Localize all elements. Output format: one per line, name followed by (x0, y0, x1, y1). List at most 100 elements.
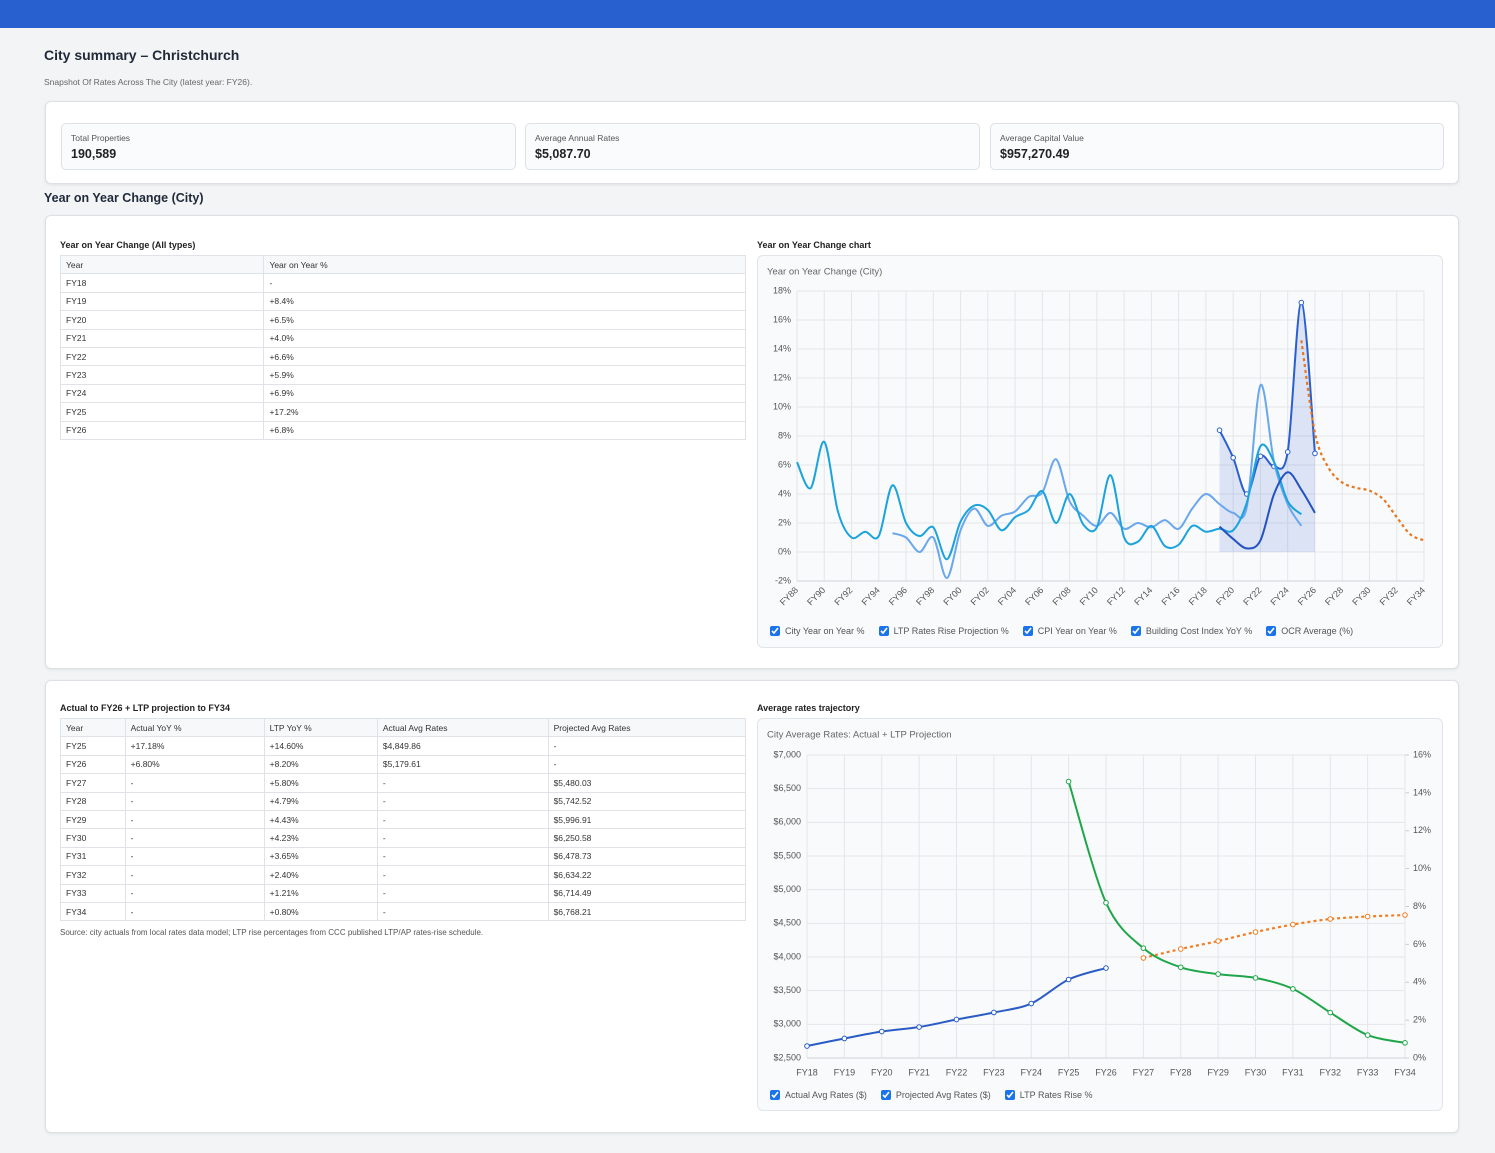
table-cell: +17.18% (124, 736, 265, 756)
y2-tick-label: 12% (1413, 825, 1431, 835)
table-cell: - (376, 865, 549, 885)
legend-label: Projected Avg Rates ($) (895, 1090, 991, 1100)
table-row: FY19 +8.4% (59, 291, 746, 312)
table-cell: +17.2% (263, 402, 746, 422)
chart: Year on Year Change (City) -2% 0% 2% 4% 6% 8% 1… (767, 267, 1427, 608)
table-row: FY25 +17.18% +14.60% $4,849.86- (60, 736, 747, 756)
data-point (953, 1016, 960, 1023)
legend-label: LTP Rates Rise % (1019, 1090, 1093, 1100)
data-point (1252, 929, 1259, 935)
table-cell: +6.5% (263, 310, 746, 330)
x-tick-label: FY28 (1323, 585, 1345, 607)
header-row: Year Actual YoY % LTP YoY % Actual Avg Rate… (60, 717, 747, 738)
table-cell: +0.80% (263, 901, 378, 922)
table-cell: FY31 (60, 846, 126, 867)
y-tick-label: $2,500 (773, 1052, 801, 1062)
table-cell: FY19 (59, 291, 265, 312)
legend-checkbox[interactable] (878, 626, 889, 636)
table-cell: +14.60% (263, 736, 378, 756)
section-title: Year on Year Change (City) (44, 191, 204, 205)
x-tick-label: FY21 (908, 1067, 930, 1077)
y2-tick-label: 2% (1413, 1015, 1426, 1025)
x-tick-label: FY28 (1170, 1067, 1192, 1077)
x-tick-label: FY88 (778, 585, 800, 607)
legend-entry: City Year on Year % (770, 626, 865, 636)
data-point (841, 1035, 848, 1042)
table-cell: FY25 (60, 736, 126, 756)
table-cell: - (376, 846, 549, 867)
data-point (1257, 453, 1264, 460)
table-cell: +6.6% (263, 346, 746, 367)
page-title: City summary – Christchurch (44, 47, 240, 63)
table-cell: $5,179.61 (376, 754, 549, 775)
data-point (1327, 1009, 1334, 1016)
table-cell: +4.23% (263, 828, 378, 848)
kpi-label: Total Properties (71, 133, 131, 143)
table-cell: - (124, 901, 265, 922)
top-bar (0, 0, 1495, 28)
legend-label: LTP Rates Rise Projection % (893, 626, 1009, 636)
data-point (1215, 971, 1221, 977)
y-tick-label: $5,000 (773, 884, 801, 894)
legend-checkbox[interactable] (880, 1090, 891, 1100)
table-row: FY28- +4.79% - $5,742.52 (60, 791, 747, 811)
table-cell: - (376, 883, 549, 903)
x-tick-label: FY25 (1058, 1067, 1080, 1077)
y-tick-label: 10% (773, 401, 791, 411)
table-cell: +1.21% (263, 883, 378, 903)
table-row: FY34- +0.80% - $6,768.21 (60, 901, 747, 922)
table-cell: FY26 (60, 754, 126, 775)
y-tick-label: 14% (773, 343, 791, 353)
y2-tick-label: 16% (1413, 749, 1431, 759)
kpi-card: Total Properties 190,589 Average Annual R… (45, 101, 1459, 184)
table-cell: $6,634.22 (547, 865, 747, 885)
x-tick-label: FY94 (860, 585, 882, 607)
x-tick-label: FY20 (871, 1067, 893, 1077)
y-tick-label: 8% (778, 430, 791, 440)
table-cell: - (124, 791, 265, 811)
data-point (1140, 945, 1147, 951)
table-cell: - (376, 791, 549, 811)
y-tick-label: 12% (773, 372, 791, 382)
table-cell: FY18 (59, 273, 265, 293)
y2-tick-label: 6% (1413, 939, 1426, 949)
kpi-value: 190,589 (71, 147, 117, 161)
legend-entry: Actual Avg Rates ($) (770, 1090, 867, 1100)
data-point (1103, 899, 1109, 906)
data-point (1402, 1040, 1408, 1046)
y-tick-label: $3,500 (773, 985, 801, 995)
x-tick-label: FY22 (1241, 585, 1263, 607)
table-cell: FY27 (60, 773, 126, 793)
table-cell: - (376, 809, 549, 830)
y-tick-label: $7,000 (773, 749, 801, 759)
table-cell: +2.40% (263, 865, 378, 885)
table-cell: $6,768.21 (547, 901, 747, 922)
table-row: FY27- +5.80% - $5,480.03 (60, 773, 747, 793)
table-cell: +8.4% (263, 291, 746, 312)
table-title: Year on Year Change (All types) (60, 240, 196, 250)
legend-checkbox[interactable] (1130, 626, 1141, 636)
legend-checkbox[interactable] (1022, 626, 1033, 636)
legend-checkbox[interactable] (770, 1090, 780, 1100)
legend-checkbox[interactable] (1004, 1090, 1015, 1100)
table-cell: +4.0% (263, 328, 746, 348)
y-tick-label: $6,500 (773, 783, 801, 793)
column-header: Year (60, 717, 126, 738)
legend-checkbox[interactable] (1266, 626, 1277, 636)
y-tick-label: $3,000 (773, 1019, 801, 1029)
data-point (1028, 1000, 1035, 1007)
table-row: FY33- +1.21% - $6,714.49 (60, 883, 747, 903)
table-cell: FY23 (59, 365, 265, 385)
table-row: FY32- +2.40% - $6,634.22 (60, 865, 747, 885)
column-header: Actual YoY % (124, 717, 265, 738)
x-tick-label: FY34 (1405, 585, 1427, 607)
x-tick-label: FY90 (805, 585, 827, 607)
table-cell: +6.80% (124, 754, 265, 775)
y-tick-label: 2% (778, 517, 791, 527)
table-cell: +5.9% (263, 365, 746, 385)
x-tick-label: FY34 (1394, 1067, 1416, 1077)
table-cell: - (124, 809, 265, 830)
legend-checkbox[interactable] (770, 626, 780, 636)
series-line (1067, 781, 1406, 1044)
x-tick-label: FY22 (946, 1067, 968, 1077)
